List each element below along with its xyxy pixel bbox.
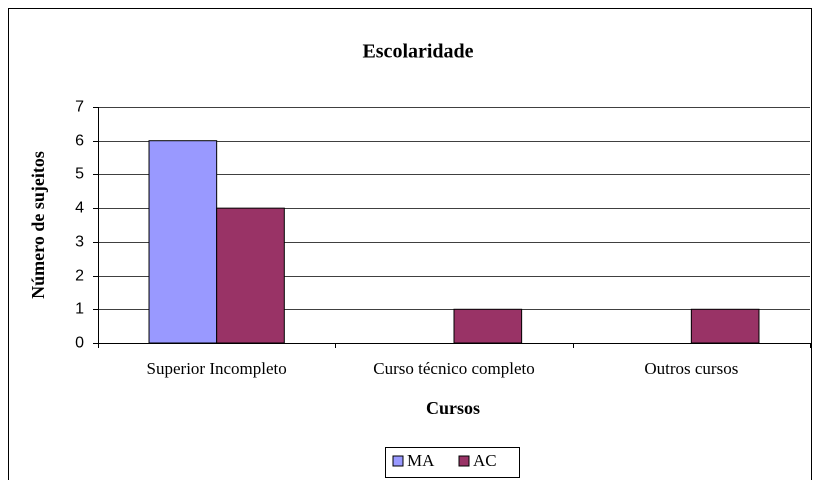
- y-tick-label: 4: [75, 200, 84, 217]
- y-tick-label: 6: [75, 133, 84, 150]
- y-tick-label: 1: [75, 301, 84, 318]
- legend-swatch: [392, 455, 404, 467]
- chart-frame: [8, 8, 812, 480]
- bar: [690, 308, 760, 344]
- y-axis-label: Número de sujeitos: [28, 151, 48, 299]
- legend-label: MA: [407, 451, 435, 470]
- legend: [385, 447, 520, 478]
- x-axis-label: Cursos: [426, 398, 480, 418]
- y-tick-label: 0: [75, 335, 84, 352]
- x-tick-label: Curso técnico completo: [373, 359, 534, 378]
- legend-swatch: [458, 455, 470, 467]
- y-tick-label: 7: [75, 99, 84, 116]
- legend-label: AC: [473, 451, 497, 470]
- y-tick-label: 3: [75, 234, 84, 251]
- chart-title: Escolaridade: [362, 41, 473, 63]
- x-tick-label: Outros cursos: [644, 359, 738, 378]
- y-tick-label: 5: [75, 166, 84, 183]
- bar: [216, 207, 285, 344]
- bar: [148, 140, 218, 344]
- y-tick-label: 2: [75, 268, 84, 285]
- x-tick-label: Superior Incompleto: [147, 359, 287, 378]
- bar: [453, 308, 523, 344]
